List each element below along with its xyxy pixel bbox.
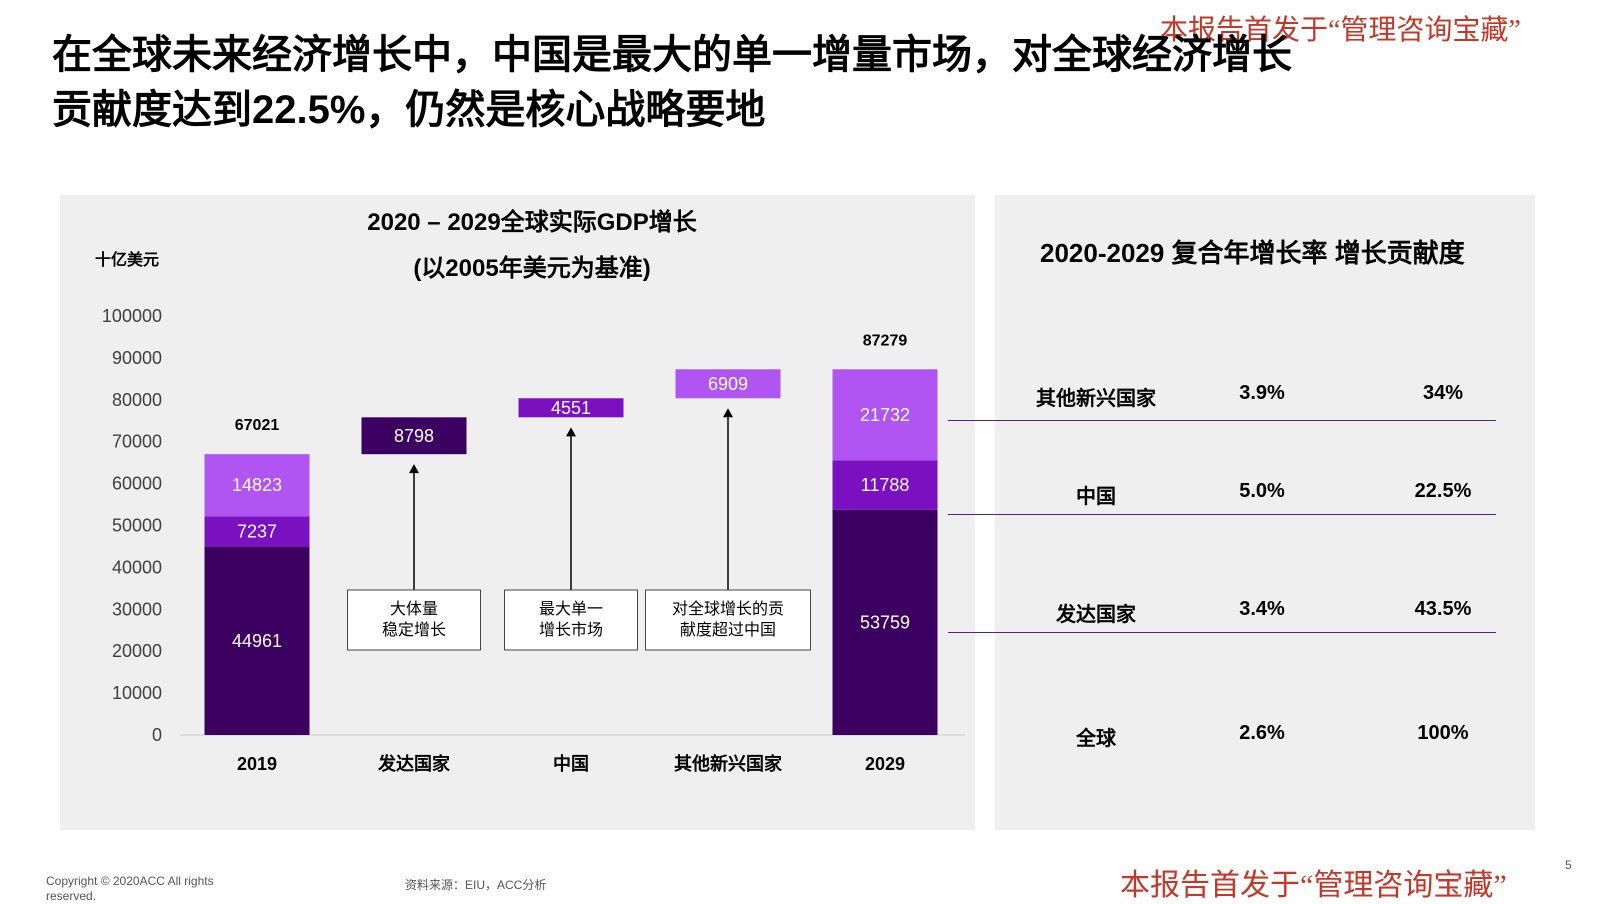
bar-segment xyxy=(361,417,467,455)
bar-segment xyxy=(518,398,624,418)
bar-segment xyxy=(832,369,938,461)
y-tick-label: 70000 xyxy=(112,432,162,452)
table-title: 2020-2029 复合年增长率 增长贡献度 xyxy=(1040,238,1465,268)
y-tick-label: 30000 xyxy=(112,599,162,619)
x-tick-label: 2019 xyxy=(237,754,277,774)
y-tick-label: 80000 xyxy=(112,390,162,410)
bar-value-label: 8798 xyxy=(394,426,434,446)
page-title-line2: 贡献度达到22.5%，仍然是核心战略要地 xyxy=(52,88,766,132)
y-tick-label: 90000 xyxy=(112,348,162,368)
bar-value-label: 53759 xyxy=(860,612,910,632)
region-name: 全球 xyxy=(1076,728,1116,750)
y-tick-label: 10000 xyxy=(112,683,162,703)
annotation-text: 大体量 xyxy=(390,600,438,618)
y-tick-label: 20000 xyxy=(112,641,162,661)
table-panel xyxy=(995,195,1535,830)
bar-total-label: 87279 xyxy=(863,332,908,349)
bar-value-label: 6909 xyxy=(708,374,748,394)
annotation-text: 献度超过中国 xyxy=(680,621,776,639)
watermark-top: 本报告首发于“管理咨询宝藏” xyxy=(1160,15,1521,46)
bar-segment xyxy=(204,546,310,735)
page-title: 在全球未来经济增长中，中国是最大的单一增量市场，对全球经济增长 贡献度达到22.… xyxy=(52,28,1492,138)
bar-segment xyxy=(204,454,310,517)
y-tick-label: 0 xyxy=(152,725,162,745)
page-title-line1: 在全球未来经济增长中，中国是最大的单一增量市场，对全球经济增长 xyxy=(52,33,1292,77)
annotation-box xyxy=(645,589,811,651)
y-tick-label: 60000 xyxy=(112,474,162,494)
page-number: 5 xyxy=(1565,858,1572,872)
y-tick-label: 100000 xyxy=(102,306,162,326)
bar-value-label: 21732 xyxy=(860,405,910,425)
bar-value-label: 4551 xyxy=(551,398,591,418)
bar-value-label: 44961 xyxy=(232,631,282,651)
bar-value-label: 11788 xyxy=(861,475,910,495)
contribution-value: 22.5% xyxy=(1414,480,1472,502)
annotation-text: 最大单一 xyxy=(539,600,603,618)
chart-subtitle: (以2005年美元为基准) xyxy=(413,254,650,282)
y-axis-label: 十亿美元 xyxy=(95,250,159,269)
annotation-box xyxy=(347,589,481,651)
contribution-value: 34% xyxy=(1422,382,1464,404)
annotation-box xyxy=(504,589,638,651)
watermark-bottom: 本报告首发于“管理咨询宝藏” xyxy=(1120,869,1507,902)
bar-value-label: 14823 xyxy=(232,475,282,495)
cagr-value: 5.0% xyxy=(1239,480,1285,502)
row-divider xyxy=(948,514,1496,515)
arrow-head-icon xyxy=(723,408,733,418)
arrow-head-icon xyxy=(566,427,576,437)
row-divider xyxy=(948,632,1496,633)
contribution-value: 43.5% xyxy=(1414,598,1472,620)
bar-segment xyxy=(675,369,781,399)
bar-segment xyxy=(832,509,938,735)
y-tick-label: 40000 xyxy=(112,557,162,577)
contribution-value: 100% xyxy=(1417,722,1469,744)
row-divider xyxy=(948,420,1496,421)
cagr-value: 2.6% xyxy=(1239,722,1285,744)
cagr-value: 3.9% xyxy=(1239,382,1285,404)
annotation-text: 对全球增长的贡 xyxy=(672,600,784,618)
region-name: 中国 xyxy=(1076,486,1116,508)
annotation-text: 稳定增长 xyxy=(382,621,446,639)
arrow-head-icon xyxy=(409,464,419,474)
region-name: 发达国家 xyxy=(1056,604,1136,626)
bar-segment xyxy=(204,516,310,547)
bar-segment xyxy=(832,460,938,510)
x-tick-label: 其他新兴国家 xyxy=(674,753,783,774)
x-tick-label: 发达国家 xyxy=(377,753,451,774)
region-name: 其他新兴国家 xyxy=(1036,388,1156,410)
chart-title: 2020 – 2029全球实际GDP增长 xyxy=(367,208,697,236)
y-tick-label: 50000 xyxy=(112,516,162,536)
bar-value-label: 7237 xyxy=(237,521,277,541)
x-tick-label: 中国 xyxy=(553,753,589,774)
source-note: 资料来源：EIU，ACC分析 xyxy=(405,878,547,892)
bar-total-label: 67021 xyxy=(235,417,280,434)
cagr-value: 3.4% xyxy=(1239,598,1285,620)
x-tick-label: 2029 xyxy=(865,754,905,774)
annotation-text: 增长市场 xyxy=(539,621,603,639)
